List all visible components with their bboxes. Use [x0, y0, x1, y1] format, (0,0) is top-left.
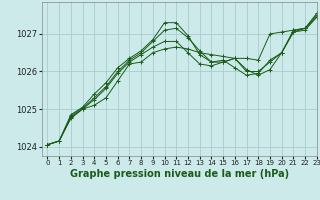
X-axis label: Graphe pression niveau de la mer (hPa): Graphe pression niveau de la mer (hPa): [70, 169, 289, 179]
